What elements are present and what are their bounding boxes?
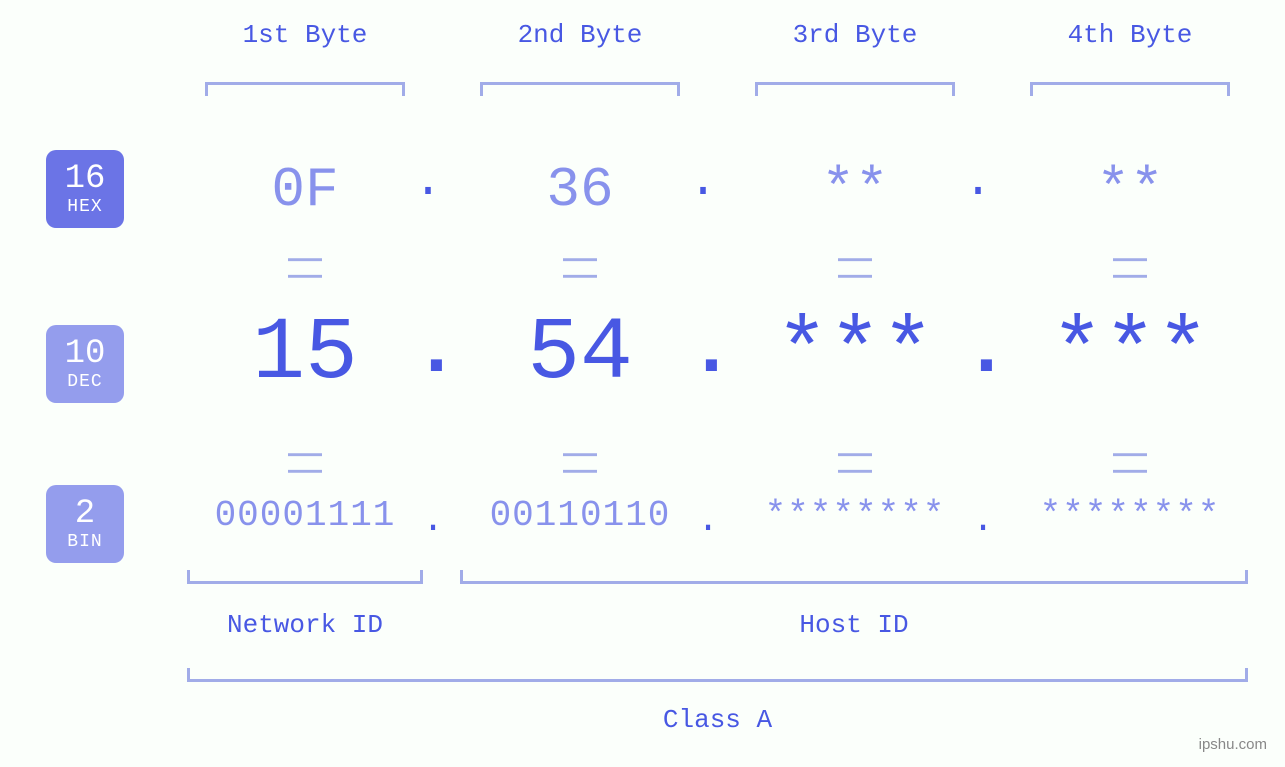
bracket-network [187,570,423,584]
label-class: Class A [187,705,1248,735]
badge-hex-num: 16 [65,162,106,196]
eq2-b3: || [835,341,876,581]
badge-hex-lbl: HEX [67,198,102,216]
badge-bin-num: 2 [75,497,95,531]
ip-diagram: 1st Byte 2nd Byte 3rd Byte 4th Byte 16 H… [0,0,1285,767]
badge-bin-lbl: BIN [67,533,102,551]
badge-dec-num: 10 [65,337,106,371]
badge-bin: 2 BIN [46,485,124,563]
hex-dot-2: . [688,155,718,209]
label-network-id: Network ID [185,610,425,640]
bracket-top-2 [480,82,680,96]
eq2-b2: || [560,341,601,581]
hex-dot-1: . [413,155,443,209]
bracket-host [460,570,1248,584]
bin-byte-2: 00110110 [452,495,708,536]
bracket-top-1 [205,82,405,96]
byte-label-1: 1st Byte [185,20,425,50]
dec-dot-3: . [963,307,993,395]
bin-dot-3: . [968,500,998,541]
watermark: ipshu.com [1199,736,1267,753]
bin-byte-4: ******** [1002,495,1258,536]
label-host-id: Host ID [460,610,1248,640]
bin-byte-1: 00001111 [177,495,433,536]
byte-label-3: 3rd Byte [735,20,975,50]
hex-dot-3: . [963,155,993,209]
bin-dot-2: . [693,500,723,541]
bin-byte-3: ******** [727,495,983,536]
bracket-top-4 [1030,82,1230,96]
dec-dot-1: . [413,307,443,395]
byte-label-2: 2nd Byte [460,20,700,50]
badge-dec: 10 DEC [46,325,124,403]
bin-dot-1: . [418,500,448,541]
badge-hex: 16 HEX [46,150,124,228]
bracket-top-3 [755,82,955,96]
eq2-b1: || [285,341,326,581]
badge-dec-lbl: DEC [67,373,102,391]
dec-dot-2: . [688,307,718,395]
byte-label-4: 4th Byte [1010,20,1250,50]
bracket-class [187,668,1248,682]
eq2-b4: || [1110,341,1151,581]
